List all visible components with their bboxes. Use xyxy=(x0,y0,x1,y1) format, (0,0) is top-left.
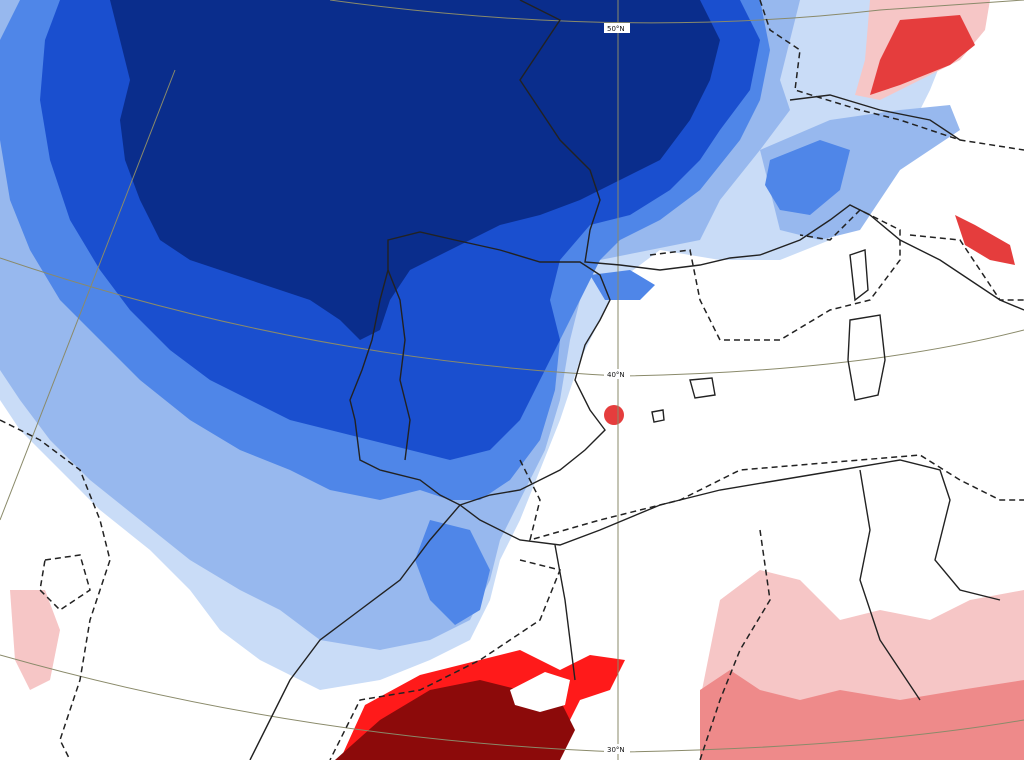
coast-italy-north xyxy=(789,94,961,141)
contour-atlantic xyxy=(0,419,111,760)
border-spain-portugal xyxy=(387,269,411,461)
contour-east xyxy=(759,0,1024,151)
lat-30-label: 30°N xyxy=(607,746,625,754)
lat-30-label-box xyxy=(604,744,630,754)
border-morocco-algeria xyxy=(554,544,576,681)
contour-morocco xyxy=(329,559,562,760)
pos-anomaly-valencia xyxy=(604,405,624,425)
lat-labels: 50°N 40°N 30°N xyxy=(604,23,630,754)
coast-italy xyxy=(869,214,1024,311)
lat-line-30 xyxy=(0,654,1024,753)
pos-anomaly-africa-mid xyxy=(700,670,1024,760)
contour-atlantic-loop xyxy=(39,554,91,611)
coastlines xyxy=(249,0,1024,760)
pos-anomaly-alps-mid xyxy=(870,15,975,95)
contour-sahara xyxy=(699,529,771,760)
pos-anomaly-italy xyxy=(955,215,1015,265)
contour-med xyxy=(649,209,901,341)
lat-50-label: 50°N xyxy=(607,25,625,33)
pos-anomaly-gap xyxy=(510,672,570,712)
coast-france xyxy=(519,0,871,271)
lon-line-20w xyxy=(0,69,176,521)
neg-anomaly-level-3-alps xyxy=(765,140,850,215)
negative-anomaly-layer xyxy=(0,0,1024,690)
contour-africa xyxy=(519,454,1024,542)
border-algeria-tunisia xyxy=(859,469,921,701)
coast-iberia xyxy=(349,231,611,506)
coast-ibiza xyxy=(651,409,665,423)
coast-mallorca xyxy=(689,377,716,399)
pos-anomaly-atlantic xyxy=(10,590,60,690)
coast-africa xyxy=(459,459,1001,601)
coast-sardinia xyxy=(847,314,886,401)
coast-morocco-atlantic xyxy=(249,504,461,760)
positive-anomaly-layer xyxy=(10,0,1024,760)
lat-line-40 xyxy=(0,257,1024,377)
lat-40-label: 40°N xyxy=(607,371,625,379)
neg-anomaly-level-5 xyxy=(110,0,720,340)
lat-40-label-box xyxy=(604,369,630,379)
neg-anomaly-level-3-morocco xyxy=(415,520,490,625)
contour-sicily xyxy=(909,234,1024,301)
coast-corsica xyxy=(849,249,869,302)
lat-line-50 xyxy=(329,0,1024,24)
lat-50-label-box xyxy=(604,23,630,33)
